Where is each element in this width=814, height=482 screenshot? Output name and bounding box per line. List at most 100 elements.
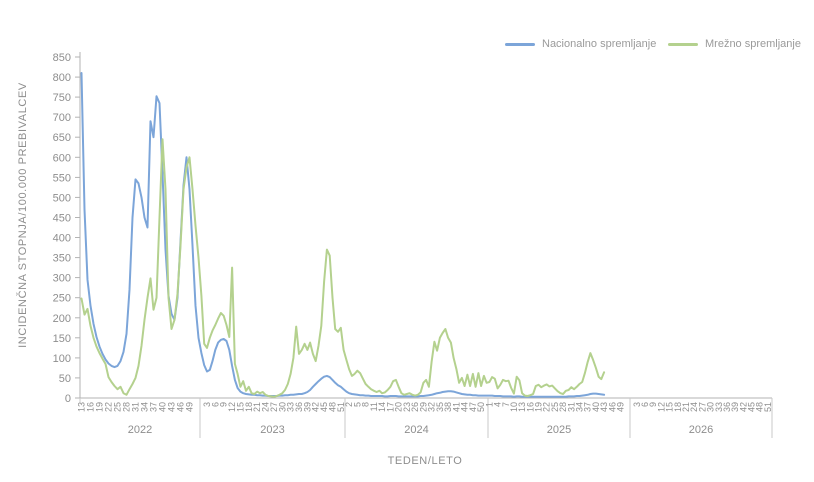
legend-item-nacionalno-spremljanje[interactable]: Nacionalno spremljanje <box>505 37 656 51</box>
svg-text:50: 50 <box>476 402 486 412</box>
svg-text:43: 43 <box>599 402 609 412</box>
svg-text:35: 35 <box>435 402 445 412</box>
svg-text:51: 51 <box>336 402 346 412</box>
svg-text:47: 47 <box>468 402 478 412</box>
svg-text:25: 25 <box>550 402 560 412</box>
svg-text:15: 15 <box>235 402 245 412</box>
svg-text:39: 39 <box>730 402 740 412</box>
svg-text:44: 44 <box>460 402 470 412</box>
svg-text:2025: 2025 <box>547 424 571 436</box>
svg-text:37: 37 <box>149 402 159 412</box>
svg-text:21: 21 <box>252 402 262 412</box>
svg-text:50: 50 <box>59 373 71 385</box>
svg-text:14: 14 <box>377 402 387 412</box>
svg-text:2: 2 <box>344 402 354 407</box>
svg-text:24: 24 <box>689 402 699 412</box>
svg-text:12: 12 <box>227 402 237 412</box>
svg-text:37: 37 <box>583 402 593 412</box>
svg-text:15: 15 <box>665 402 675 412</box>
svg-text:41: 41 <box>451 402 461 412</box>
svg-text:850: 850 <box>53 52 71 64</box>
svg-text:200: 200 <box>53 313 71 325</box>
svg-text:450: 450 <box>53 213 71 225</box>
svg-text:51: 51 <box>763 402 773 412</box>
svg-text:22: 22 <box>104 402 114 412</box>
svg-text:9: 9 <box>648 402 658 407</box>
svg-text:13: 13 <box>517 402 527 412</box>
x-axis-title: TEDEN/LETO <box>387 455 463 467</box>
legend-item-mrezno-spremljanje[interactable]: Mrežno spremljanje <box>668 37 801 51</box>
svg-text:49: 49 <box>615 402 625 412</box>
svg-text:30: 30 <box>277 402 287 412</box>
svg-text:13: 13 <box>77 402 87 412</box>
svg-text:5: 5 <box>352 402 362 407</box>
svg-text:31: 31 <box>566 402 576 412</box>
svg-text:46: 46 <box>607 402 617 412</box>
svg-text:9: 9 <box>219 402 229 407</box>
svg-text:46: 46 <box>176 402 186 412</box>
svg-text:6: 6 <box>640 402 650 407</box>
legend-line-swatch-blue <box>505 42 535 46</box>
svg-text:2023: 2023 <box>260 424 284 436</box>
svg-text:4: 4 <box>493 402 503 407</box>
svg-text:18: 18 <box>244 402 254 412</box>
svg-text:150: 150 <box>53 333 71 345</box>
svg-text:48: 48 <box>328 402 338 412</box>
svg-text:350: 350 <box>53 253 71 265</box>
svg-text:36: 36 <box>722 402 732 412</box>
svg-text:42: 42 <box>738 402 748 412</box>
svg-text:28: 28 <box>558 402 568 412</box>
svg-text:12: 12 <box>656 402 666 412</box>
svg-text:23: 23 <box>402 402 412 412</box>
svg-text:27: 27 <box>269 402 279 412</box>
svg-text:24: 24 <box>261 402 271 412</box>
svg-text:29: 29 <box>418 402 428 412</box>
legend-label: Mrežno spremljanje <box>705 38 801 50</box>
legend-label: Nacionalno spremljanje <box>542 38 657 50</box>
svg-text:20: 20 <box>394 402 404 412</box>
svg-text:49: 49 <box>185 402 195 412</box>
svg-text:11: 11 <box>369 402 379 411</box>
svg-text:19: 19 <box>95 402 105 412</box>
svg-text:45: 45 <box>319 402 329 412</box>
svg-text:40: 40 <box>591 402 601 412</box>
svg-text:27: 27 <box>697 402 707 412</box>
svg-text:18: 18 <box>673 402 683 412</box>
svg-text:500: 500 <box>53 192 71 204</box>
svg-text:34: 34 <box>140 402 150 412</box>
svg-text:250: 250 <box>53 293 71 305</box>
svg-text:0: 0 <box>65 393 71 405</box>
svg-text:38: 38 <box>443 402 453 412</box>
svg-text:650: 650 <box>53 132 71 144</box>
svg-text:2026: 2026 <box>689 424 713 436</box>
svg-text:43: 43 <box>167 402 177 412</box>
svg-text:16: 16 <box>86 402 96 412</box>
svg-text:22: 22 <box>542 402 552 412</box>
svg-text:34: 34 <box>575 402 585 412</box>
svg-text:45: 45 <box>747 402 757 412</box>
svg-text:19: 19 <box>534 402 544 412</box>
svg-text:16: 16 <box>525 402 535 412</box>
svg-text:48: 48 <box>755 402 765 412</box>
svg-text:30: 30 <box>706 402 716 412</box>
svg-text:31: 31 <box>131 402 141 412</box>
svg-text:40: 40 <box>158 402 168 412</box>
svg-text:36: 36 <box>294 402 304 412</box>
svg-text:25: 25 <box>113 402 123 412</box>
svg-text:100: 100 <box>53 353 71 365</box>
svg-text:42: 42 <box>311 402 321 412</box>
svg-text:7: 7 <box>501 402 511 407</box>
svg-text:1: 1 <box>484 402 494 407</box>
svg-text:2022: 2022 <box>128 424 152 436</box>
chart-legend: Nacionalno spremljanje Mrežno spremljanj… <box>0 37 814 51</box>
svg-text:700: 700 <box>53 112 71 124</box>
svg-text:21: 21 <box>681 402 691 412</box>
svg-text:6: 6 <box>210 402 220 407</box>
svg-text:8: 8 <box>361 402 371 407</box>
svg-text:39: 39 <box>302 402 312 412</box>
svg-text:3: 3 <box>632 402 642 407</box>
svg-text:33: 33 <box>286 402 296 412</box>
svg-text:17: 17 <box>385 402 395 412</box>
